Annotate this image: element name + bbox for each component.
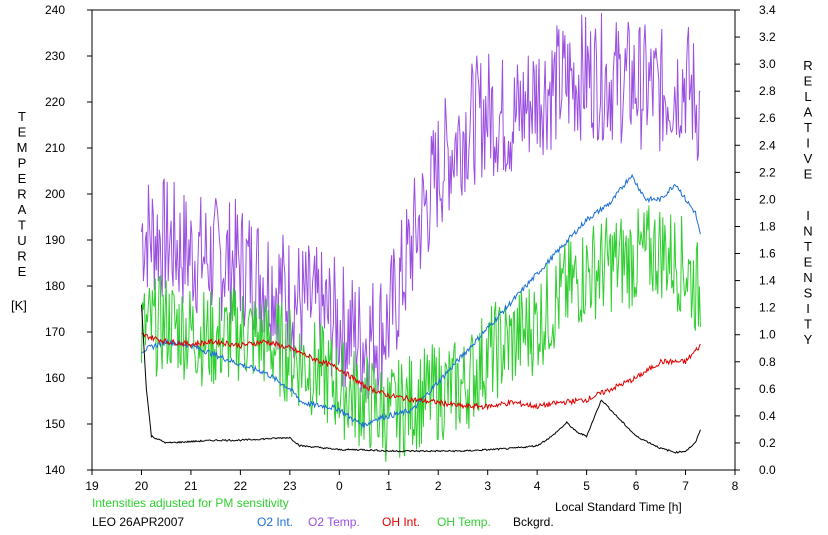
- left-axis-letter: T: [18, 218, 26, 233]
- right-axis-letter: R: [803, 58, 812, 73]
- y-right-tick-label: 2.6: [759, 111, 776, 125]
- y-left-tick-label: 150: [45, 417, 65, 431]
- x-tick-label: 19: [85, 479, 99, 493]
- x-tick-label: 8: [732, 479, 739, 493]
- y-right-tick-label: 1.4: [759, 274, 776, 288]
- right-axis-letter: E: [804, 74, 813, 89]
- y-right-tick-label: 3.4: [759, 3, 776, 17]
- y-right-tick-label: 1.0: [759, 328, 776, 342]
- right-axis-letter: S: [804, 286, 813, 301]
- y-left-tick-label: 200: [45, 187, 65, 201]
- right-axis-letter: N: [803, 270, 812, 285]
- y-right-tick-label: 2.4: [759, 138, 776, 152]
- x-tick-label: 4: [534, 479, 541, 493]
- y-left-tick-label: 240: [45, 3, 65, 17]
- x-tick-label: 5: [583, 479, 590, 493]
- left-axis-letter: U: [17, 233, 26, 248]
- y-left-tick-label: 220: [45, 95, 65, 109]
- series-layer: [141, 12, 701, 462]
- left-axis-letter: M: [17, 140, 28, 155]
- x-tick-label: 22: [234, 479, 248, 493]
- right-axis-letter: I: [806, 208, 810, 223]
- x-tick-label: 3: [484, 479, 491, 493]
- y-left-tick-label: 190: [45, 233, 65, 247]
- right-axis-letter: E: [804, 167, 813, 182]
- right-axis-letter: T: [804, 239, 812, 254]
- right-axis-letter: I: [806, 301, 810, 316]
- x-tick-label: 20: [135, 479, 149, 493]
- series-line-oh-temp: [141, 205, 701, 462]
- legend-entry: OH Int.: [382, 515, 420, 529]
- right-axis-letter: I: [806, 136, 810, 151]
- y-right-tick-label: 0.2: [759, 436, 776, 450]
- x-tick-label: 6: [633, 479, 640, 493]
- y-right-tick-label: 2.2: [759, 165, 776, 179]
- y-right-tick-label: 0.6: [759, 382, 776, 396]
- x-tick-label: 2: [435, 479, 442, 493]
- series-line-o2-temp: [141, 12, 701, 400]
- y-right-tick-label: 2.8: [759, 84, 776, 98]
- left-axis-letter: P: [18, 156, 27, 171]
- right-axis-letter: V: [804, 151, 813, 166]
- y-left-tick-label: 140: [45, 463, 65, 477]
- x-tick-label: 0: [336, 479, 343, 493]
- y-left-tick-label: 170: [45, 325, 65, 339]
- y-left-tick-label: 230: [45, 49, 65, 63]
- left-axis-letter: E: [18, 125, 27, 140]
- left-axis-letter: R: [17, 249, 26, 264]
- legend-entry: Bckgrd.: [513, 515, 554, 529]
- y-left-tick-label: 160: [45, 371, 65, 385]
- legend-entry: O2 Int.: [257, 515, 293, 529]
- x-tick-label: 7: [682, 479, 689, 493]
- right-axis-letter: L: [804, 89, 811, 104]
- y-right-tick-label: 0.8: [759, 355, 776, 369]
- y-left-tick-label: 180: [45, 279, 65, 293]
- y-right-tick-label: 2.0: [759, 192, 776, 206]
- legend: O2 Int. O2 Temp. OH Int. OH Temp. Bckgrd.: [257, 515, 554, 529]
- x-tick-label: 21: [184, 479, 198, 493]
- right-axis-letter: T: [804, 317, 812, 332]
- right-axis-letter: A: [804, 105, 813, 120]
- sensitivity-note: Intensities adjusted for PM sensitivity: [92, 496, 289, 510]
- right-axis-letter: T: [804, 120, 812, 135]
- legend-entry: O2 Temp.: [308, 515, 360, 529]
- left-axis-letter: E: [18, 171, 27, 186]
- y-right-tick-label: 1.6: [759, 247, 776, 261]
- left-axis-letter: E: [18, 264, 27, 279]
- x-tick-label: 1: [385, 479, 392, 493]
- y-left-tick-label: 210: [45, 141, 65, 155]
- y-right-tick-label: 3.0: [759, 57, 776, 71]
- y-right-tick-label: 3.2: [759, 30, 776, 44]
- series-line-o2-int: [141, 173, 701, 429]
- axes-layer: 19 20 21 22 23 0 1 2 3 4 5 6 7 8140150160170180190200…: [45, 3, 776, 493]
- station-label: LEO 26APR2007: [92, 515, 184, 529]
- right-axis-letter: Y: [804, 332, 813, 347]
- right-axis-letter: E: [804, 255, 813, 270]
- legend-entry: OH Temp.: [437, 515, 491, 529]
- y-right-tick-label: 0.4: [759, 409, 776, 423]
- left-axis-unit: [K]: [11, 298, 27, 313]
- y-right-tick-label: 0.0: [759, 463, 776, 477]
- x-tick-label: 23: [283, 479, 297, 493]
- right-axis-letter: N: [803, 224, 812, 239]
- y-right-tick-label: 1.2: [759, 301, 776, 315]
- left-axis-letter: A: [18, 202, 27, 217]
- left-axis-letter: T: [18, 109, 26, 124]
- x-axis-label: Local Standard Time [h]: [555, 500, 682, 514]
- series-line-oh-int: [141, 332, 701, 411]
- y-right-tick-label: 1.8: [759, 219, 776, 233]
- series-line-bckgrd: [141, 304, 701, 454]
- left-axis-letter: R: [17, 187, 26, 202]
